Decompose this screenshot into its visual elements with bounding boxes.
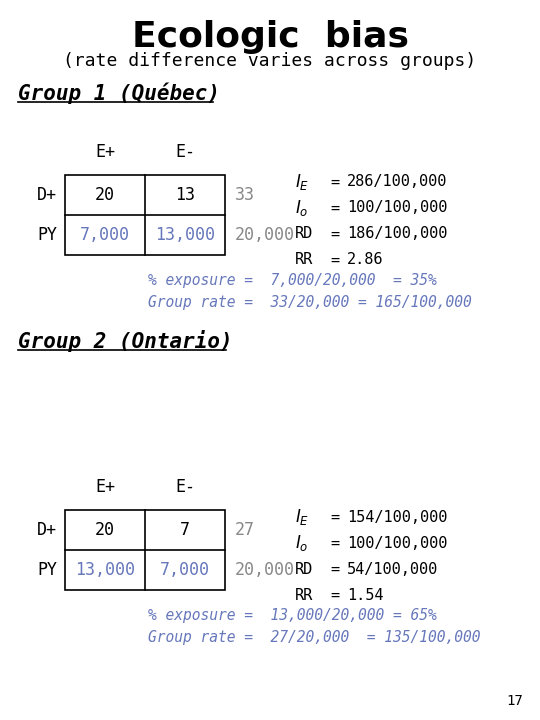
Text: $I_E$: $I_E$ — [295, 172, 309, 192]
Text: E+: E+ — [95, 478, 115, 496]
Text: Ecologic  bias: Ecologic bias — [132, 20, 408, 54]
Text: Group 2 (Ontario): Group 2 (Ontario) — [18, 330, 233, 352]
Text: E-: E- — [175, 143, 195, 161]
Text: % exposure =  13,000/20,000 = 65%: % exposure = 13,000/20,000 = 65% — [148, 608, 437, 623]
Text: =: = — [330, 536, 339, 551]
Text: PY: PY — [37, 561, 57, 579]
Text: 1.54: 1.54 — [347, 588, 383, 603]
Text: =: = — [330, 588, 339, 603]
Text: D+: D+ — [37, 521, 57, 539]
Text: 20: 20 — [95, 521, 115, 539]
Text: =: = — [330, 227, 339, 241]
Text: 33: 33 — [235, 186, 255, 204]
Text: Group rate =  33/20,000 = 165/100,000: Group rate = 33/20,000 = 165/100,000 — [148, 295, 472, 310]
Text: =: = — [330, 510, 339, 524]
Text: 100/100,000: 100/100,000 — [347, 536, 447, 551]
Text: Group rate =  27/20,000  = 135/100,000: Group rate = 27/20,000 = 135/100,000 — [148, 630, 481, 645]
Text: 20,000: 20,000 — [235, 561, 295, 579]
Text: 20,000: 20,000 — [235, 226, 295, 244]
Text: 13: 13 — [175, 186, 195, 204]
Text: 154/100,000: 154/100,000 — [347, 510, 447, 524]
Text: 7: 7 — [180, 521, 190, 539]
Text: 54/100,000: 54/100,000 — [347, 562, 438, 577]
Text: RD: RD — [295, 227, 313, 241]
Text: E-: E- — [175, 478, 195, 496]
Text: $I_E$: $I_E$ — [295, 507, 309, 527]
Text: 13,000: 13,000 — [155, 226, 215, 244]
Text: % exposure =  7,000/20,000  = 35%: % exposure = 7,000/20,000 = 35% — [148, 273, 437, 288]
Text: $I_o$: $I_o$ — [295, 533, 308, 553]
Text: 186/100,000: 186/100,000 — [347, 227, 447, 241]
Text: =: = — [330, 174, 339, 189]
Text: 27: 27 — [235, 521, 255, 539]
Text: 7,000: 7,000 — [80, 226, 130, 244]
Text: 100/100,000: 100/100,000 — [347, 200, 447, 215]
Text: PY: PY — [37, 226, 57, 244]
Text: E+: E+ — [95, 143, 115, 161]
Text: 17: 17 — [507, 694, 523, 708]
Text: =: = — [330, 253, 339, 268]
Bar — [65, 510, 225, 590]
Text: 2.86: 2.86 — [347, 253, 383, 268]
Text: 20: 20 — [95, 186, 115, 204]
Text: 13,000: 13,000 — [75, 561, 135, 579]
Text: $I_o$: $I_o$ — [295, 198, 308, 218]
Text: Group 1 (Québec): Group 1 (Québec) — [18, 82, 220, 104]
Text: D+: D+ — [37, 186, 57, 204]
Text: =: = — [330, 200, 339, 215]
Text: 286/100,000: 286/100,000 — [347, 174, 447, 189]
Text: 7,000: 7,000 — [160, 561, 210, 579]
Text: RR: RR — [295, 588, 313, 603]
Text: =: = — [330, 562, 339, 577]
Text: RR: RR — [295, 253, 313, 268]
Text: RD: RD — [295, 562, 313, 577]
Text: (rate difference varies across groups): (rate difference varies across groups) — [63, 52, 477, 70]
Bar — [65, 175, 225, 255]
